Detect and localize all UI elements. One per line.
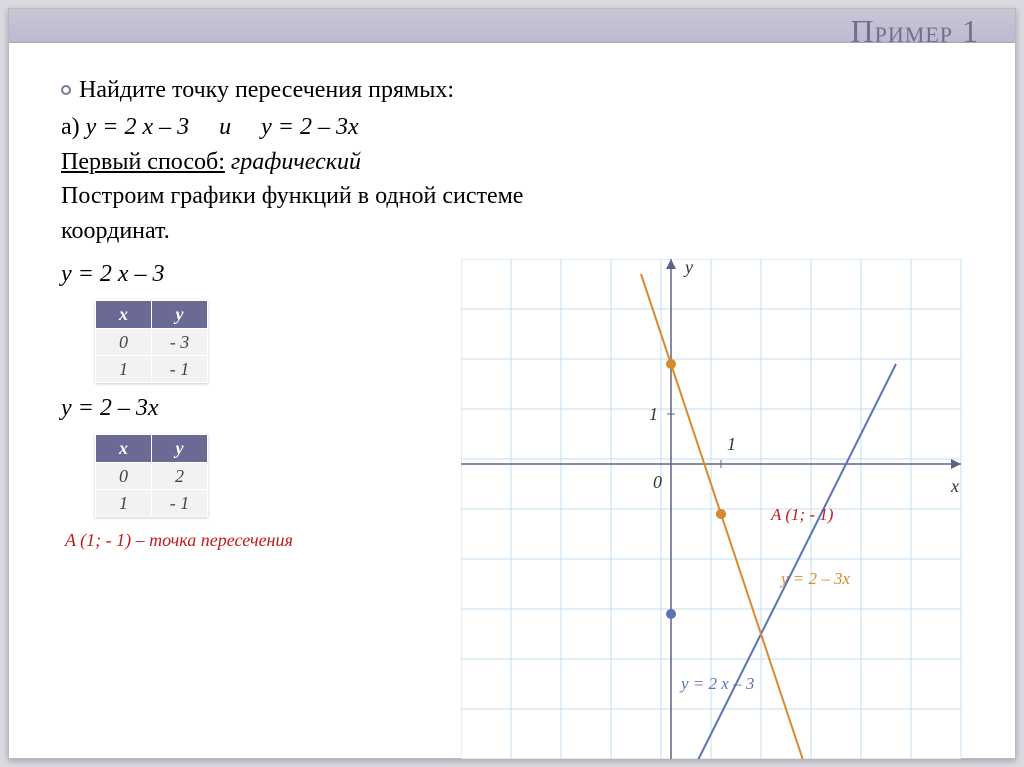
method-line: Первый способ: графический [61,145,975,180]
and: и [219,114,231,140]
method-name: графический [231,149,361,175]
bullet-icon [61,85,71,95]
table-row: 1- 1 [96,355,208,382]
bullet-row: Найдите точку пересечения прямых: [61,73,975,108]
method-label: Первый способ: [61,149,225,175]
table-row: 02 [96,462,208,489]
table-row: 1- 1 [96,489,208,516]
slide-title: Пример 1 [851,13,979,50]
t1-hy: y [152,300,208,328]
svg-text:y = 2 – 3x: y = 2 – 3x [779,569,851,588]
t1-hx: x [96,300,152,328]
table-2: xy 02 1- 1 [95,434,208,517]
svg-text:y = 2 x – 3: y = 2 x – 3 [679,674,754,693]
line-a: а) y = 2 x – 3 и y = 2 – 3x [61,110,975,145]
build-line-1: Построим графики функций в одной системе [61,179,975,214]
eq2: y = 2 – 3x [261,114,359,140]
build-line-2: координат. [61,214,975,249]
chart: x y 0 1 1 y = 2 x – 3 y = 2 – 3x A (1; - 1) [461,259,981,759]
eq1: y = 2 x – 3 [86,114,190,140]
table-row: 0- 3 [96,328,208,355]
svg-text:x: x [950,476,959,496]
task-text: Найдите точку пересечения прямых: [79,73,454,108]
svg-text:1: 1 [649,404,658,424]
slide: Пример 1 Найдите точку пересечения прямы… [8,8,1016,759]
item-a: а) [61,114,80,140]
chart-svg: x y 0 1 1 y = 2 x – 3 y = 2 – 3x A (1; - 1) [461,259,981,759]
table-1: xy 0- 3 1- 1 [95,300,208,383]
t2-hy: y [152,434,208,462]
svg-text:0: 0 [653,472,662,492]
svg-text:A (1; - 1): A (1; - 1) [770,505,834,524]
svg-text:y: y [683,259,693,277]
svg-text:1: 1 [727,434,736,454]
t2-hx: x [96,434,152,462]
